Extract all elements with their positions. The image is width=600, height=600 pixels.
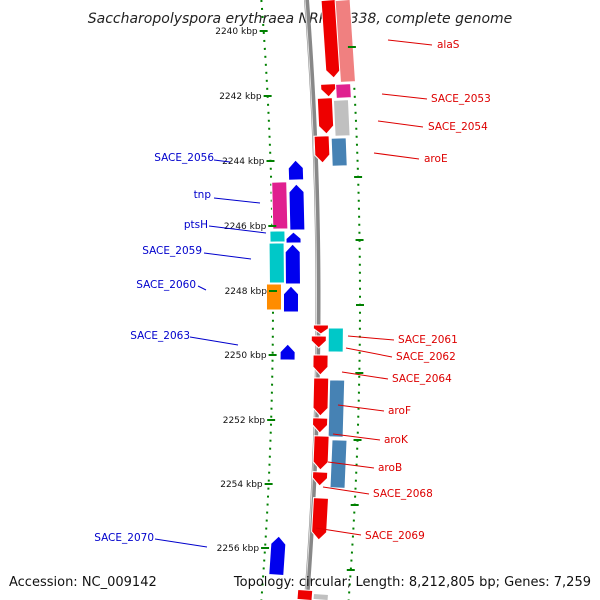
label-leader-line: [213, 159, 231, 163]
label-leader-line: [341, 371, 389, 380]
gene-ptsH-b[interactable]: [269, 230, 286, 243]
gene-label[interactable]: aroE: [424, 153, 448, 165]
label-leader-line: [347, 335, 395, 341]
gene-aroE[interactable]: [313, 135, 331, 164]
topology-text: Topology: circular; Length: 8,212,805 bp…: [233, 575, 591, 590]
kbp-tick-label: 2250 kbp: [224, 351, 267, 361]
gene-aroE-b[interactable]: [330, 137, 348, 167]
gene-label[interactable]: SACE_2054: [428, 121, 488, 133]
kbp-tick-label: 2248 kbp: [225, 287, 268, 297]
gene-label[interactable]: SACE_2053: [431, 93, 491, 105]
kbp-ruler: 2240 kbp 2242 kbp 2244 kbp 2246 kbp 2248 kbp…: [215, 27, 364, 571]
gene-label[interactable]: SACE_2063: [130, 330, 190, 342]
gene-alaS[interactable]: [320, 0, 342, 79]
gene-sace-2061[interactable]: [312, 324, 329, 335]
kbp-tick-label: 2256 kbp: [217, 544, 260, 554]
accession-text: Accession: NC_009142: [9, 575, 157, 590]
kbp-tick-label: 2254 kbp: [220, 480, 263, 490]
label-leader-line: [373, 152, 420, 160]
gene-label[interactable]: SACE_2064: [392, 373, 452, 385]
gene-sace-2059[interactable]: [284, 243, 301, 285]
gene-features[interactable]: [265, 0, 357, 600]
label-leader-line: [203, 252, 252, 260]
gene-label[interactable]: alaS: [437, 39, 460, 51]
label-leader-line: [315, 527, 362, 536]
gene-label[interactable]: SACE_2070: [94, 532, 154, 544]
gene-sace-2062-a[interactable]: [310, 335, 327, 349]
gene-label[interactable]: aroK: [384, 434, 409, 446]
kbp-tick-label: 2246 kbp: [224, 222, 267, 232]
label-leader-line: [387, 39, 433, 46]
gene-label[interactable]: aroB: [378, 462, 402, 474]
gene-sace-2069[interactable]: [311, 497, 330, 541]
label-leader-line: [377, 120, 424, 128]
gene-aroK[interactable]: [312, 417, 329, 434]
gene-label[interactable]: SACE_2068: [373, 488, 433, 500]
kbp-tick-label: 2244 kbp: [222, 157, 265, 167]
gene-label[interactable]: SACE_2062: [396, 351, 456, 363]
gene-sace-2064[interactable]: [312, 354, 329, 376]
gene-aroB[interactable]: [312, 435, 330, 471]
gene-edge-a[interactable]: [296, 588, 314, 600]
gene-label[interactable]: aroF: [388, 405, 411, 417]
kbp-tick-label: 2242 kbp: [219, 92, 262, 102]
backbone-highlight: [304, 0, 318, 600]
gene-sace-2063[interactable]: [279, 343, 296, 361]
label-leader-line: [189, 336, 239, 346]
gene-edge-b[interactable]: [312, 592, 330, 600]
label-leader-line: [345, 347, 393, 358]
gene-sace-2070[interactable]: [268, 535, 287, 577]
label-leader-line: [337, 404, 385, 412]
label-leader-line: [381, 93, 428, 100]
gene-label[interactable]: SACE_2059: [142, 245, 202, 257]
label-leader-line: [197, 285, 207, 291]
label-leader-line: [213, 197, 261, 204]
label-leader-line: [322, 486, 370, 495]
kbp-tick-label: 2252 kbp: [223, 416, 266, 426]
label-leader-line: [208, 225, 267, 234]
gene-aroF-b[interactable]: [327, 379, 346, 438]
gene-tnp-b[interactable]: [271, 181, 289, 230]
gene-sace-2053[interactable]: [320, 83, 337, 98]
gene-label[interactable]: SACE_2069: [365, 530, 425, 542]
gene-ptsH[interactable]: [285, 231, 302, 244]
gene-alaS-part[interactable]: [334, 0, 357, 83]
gene-aroF[interactable]: [312, 377, 330, 417]
genome-title: Saccharopolyspora erythraea NRRL 2338, c…: [88, 11, 513, 27]
gene-sace-2060[interactable]: [282, 285, 300, 313]
label-leader-line: [332, 433, 381, 441]
gene-aroB-b[interactable]: [329, 439, 348, 489]
gene-label[interactable]: SACE_2056: [154, 152, 214, 164]
gene-label[interactable]: SACE_2061: [398, 334, 458, 346]
gene-sace-2068[interactable]: [311, 471, 329, 487]
gene-sace-2054[interactable]: [332, 99, 351, 137]
gene-sace-2062[interactable]: [327, 327, 344, 353]
gene-sace-2054-a[interactable]: [316, 97, 335, 135]
gene-label[interactable]: tnp: [194, 189, 212, 201]
gene-sace-2059-b[interactable]: [268, 242, 285, 284]
gene-sace-2056[interactable]: [287, 159, 305, 181]
label-leader-line: [327, 461, 375, 469]
gene-sace-2060-b[interactable]: [265, 283, 282, 311]
gene-tnp[interactable]: [288, 183, 306, 231]
label-leader-line: [154, 538, 208, 548]
gene-label[interactable]: SACE_2060: [136, 279, 196, 291]
gene-sace-2053-rna[interactable]: [335, 83, 352, 99]
kbp-tick-label: 2240 kbp: [215, 27, 258, 37]
gene-label[interactable]: ptsH: [184, 219, 208, 231]
